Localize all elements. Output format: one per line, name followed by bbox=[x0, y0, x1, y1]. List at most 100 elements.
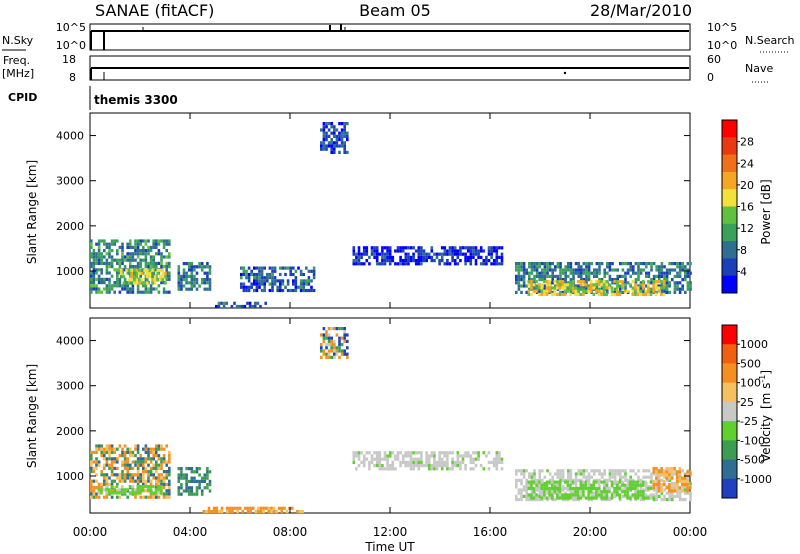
echo-cell bbox=[556, 286, 559, 290]
echo-cell bbox=[152, 491, 155, 495]
echo-cell bbox=[123, 454, 127, 458]
echo-cell bbox=[246, 506, 250, 510]
echo-cell bbox=[198, 479, 201, 483]
echo-cell bbox=[567, 287, 570, 291]
echo-cell bbox=[399, 460, 402, 464]
echo-cell bbox=[407, 464, 410, 468]
echo-cell bbox=[322, 327, 326, 331]
echo-cell bbox=[235, 304, 239, 309]
echo-cell bbox=[378, 451, 382, 455]
echo-cell bbox=[668, 281, 671, 285]
echo-cell bbox=[144, 249, 148, 253]
echo-cell bbox=[118, 245, 122, 249]
echo-cell bbox=[433, 451, 436, 455]
echo-cell bbox=[472, 457, 475, 461]
echo-cell bbox=[92, 450, 96, 454]
echo-cell bbox=[515, 265, 518, 269]
echo-cell bbox=[215, 304, 218, 309]
echo-cell bbox=[325, 352, 328, 356]
echo-cell bbox=[613, 278, 617, 282]
echo-cell bbox=[255, 266, 259, 270]
echo-cell bbox=[95, 268, 98, 272]
echo-cell bbox=[152, 245, 155, 249]
echo-cell bbox=[254, 301, 257, 305]
echo-cell bbox=[115, 491, 119, 495]
echo-cell bbox=[190, 274, 194, 278]
echo-cell bbox=[538, 498, 541, 502]
echo-cell bbox=[668, 290, 671, 294]
echo-cell bbox=[637, 284, 640, 288]
echo-cell bbox=[136, 284, 140, 288]
echo-cell bbox=[647, 283, 650, 287]
echo-cell bbox=[157, 284, 161, 288]
echo-cell bbox=[538, 494, 541, 498]
echo-cell bbox=[540, 286, 544, 290]
echo-cell bbox=[567, 469, 570, 473]
echo-cell bbox=[116, 258, 119, 262]
echo-cell bbox=[383, 454, 387, 458]
echo-cell bbox=[593, 271, 596, 275]
echo-cell bbox=[541, 274, 544, 278]
echo-cell bbox=[541, 268, 544, 272]
echo-cell bbox=[637, 469, 640, 473]
echo-cell bbox=[605, 490, 609, 494]
echo-cell bbox=[250, 285, 253, 289]
echo-cell bbox=[649, 292, 653, 296]
echo-cell bbox=[256, 301, 260, 305]
echo-cell bbox=[641, 280, 645, 284]
echo-cell bbox=[540, 493, 544, 497]
echo-cell bbox=[320, 128, 323, 132]
echo-cell bbox=[430, 467, 434, 471]
echo-cell bbox=[608, 262, 612, 266]
echo-cell bbox=[159, 488, 163, 492]
echo-cell bbox=[180, 281, 183, 285]
echo-cell bbox=[417, 467, 421, 471]
echo-cell bbox=[215, 509, 219, 514]
echo-cell bbox=[407, 259, 410, 263]
echo-cell bbox=[247, 272, 251, 277]
echo-cell bbox=[330, 355, 333, 359]
echo-cell bbox=[684, 485, 687, 489]
echo-cell bbox=[686, 470, 689, 474]
echo-cell bbox=[658, 284, 661, 288]
echo-cell bbox=[520, 482, 523, 486]
echo-cell bbox=[375, 249, 379, 253]
echo-cell bbox=[123, 473, 127, 477]
echo-cell bbox=[469, 246, 473, 250]
echo-cell bbox=[355, 255, 358, 259]
echo-cell bbox=[139, 491, 142, 495]
echo-cell bbox=[624, 478, 627, 482]
echo-cell bbox=[538, 478, 541, 482]
echo-cell bbox=[642, 475, 645, 479]
echo-cell bbox=[461, 252, 465, 256]
echo-cell bbox=[147, 479, 150, 483]
echo-cell bbox=[388, 464, 392, 468]
echo-cell bbox=[469, 262, 473, 266]
echo-cell bbox=[136, 450, 140, 454]
echo-cell bbox=[600, 292, 603, 296]
echo-cell bbox=[118, 476, 122, 480]
echo-cell bbox=[430, 246, 434, 250]
echo-cell bbox=[678, 287, 682, 291]
echo-cell bbox=[660, 489, 663, 493]
echo-cell bbox=[550, 486, 554, 491]
echo-cell bbox=[684, 498, 687, 502]
echo-cell bbox=[110, 265, 114, 269]
echo-cell bbox=[684, 290, 687, 294]
echo-cell bbox=[641, 283, 645, 287]
echo-cell bbox=[95, 284, 98, 288]
echo-cell bbox=[407, 451, 410, 455]
echo-cell bbox=[636, 286, 640, 290]
echo-cell bbox=[325, 355, 328, 359]
echo-cell bbox=[676, 281, 679, 285]
echo-cell bbox=[451, 259, 454, 263]
echo-cell bbox=[515, 494, 518, 498]
echo-cell bbox=[621, 262, 625, 266]
echo-cell bbox=[275, 509, 278, 514]
echo-cell bbox=[649, 480, 653, 484]
echo-cell bbox=[438, 259, 441, 263]
echo-cell bbox=[647, 496, 650, 500]
echo-cell bbox=[95, 290, 98, 294]
echo-cell bbox=[129, 476, 132, 480]
echo-cell bbox=[600, 283, 603, 287]
